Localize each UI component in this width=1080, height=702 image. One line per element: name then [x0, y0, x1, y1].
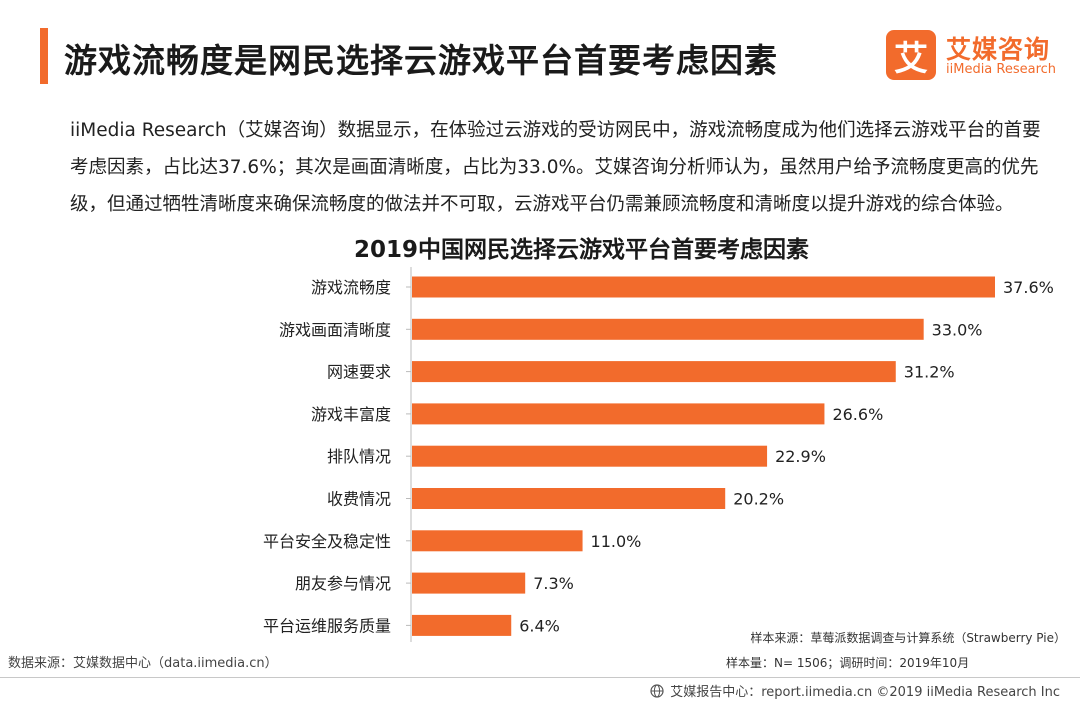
category-label: 游戏流畅度: [311, 278, 391, 297]
value-label: 6.4%: [519, 616, 560, 635]
chart-title: 2019中国网民选择云游戏平台首要考虑因素: [354, 237, 810, 263]
category-label: 排队情况: [327, 447, 391, 466]
category-label: 平台运维服务质量: [263, 616, 391, 635]
brand-logo: 艾 艾媒咨询 iiMedia Research: [886, 28, 1066, 84]
bar: [412, 530, 583, 552]
logo-subtitle: iiMedia Research: [946, 62, 1057, 77]
value-label: 20.2%: [733, 490, 784, 509]
category-label: 收费情况: [327, 490, 391, 509]
value-label: 22.9%: [775, 447, 826, 466]
category-label: 网速要求: [327, 363, 391, 382]
title-accent-bar: [40, 28, 48, 84]
bar: [412, 572, 526, 594]
data-source: 数据来源：艾媒数据中心（data.iimedia.cn）: [8, 656, 278, 671]
description-paragraph: iiMedia Research（艾媒咨询）数据显示，在体验过云游戏的受访网民中…: [70, 120, 1041, 215]
bar: [412, 276, 995, 298]
bar: [412, 403, 825, 425]
footer-text: 艾媒报告中心：report.iimedia.cn ©2019 iiMedia R…: [670, 685, 1060, 700]
bar: [412, 614, 512, 636]
category-label: 游戏画面清晰度: [279, 320, 391, 339]
bar: [412, 361, 896, 383]
category-label: 平台安全及稳定性: [263, 532, 391, 551]
bar: [412, 445, 768, 467]
footer-divider: [0, 677, 1080, 678]
bar: [412, 318, 924, 340]
value-label: 31.2%: [904, 363, 955, 382]
value-label: 7.3%: [533, 574, 574, 593]
value-label: 26.6%: [832, 405, 883, 424]
value-label: 11.0%: [591, 532, 642, 551]
logo-name: 艾媒咨询: [946, 35, 1051, 64]
page-title: 游戏流畅度是网民选择云游戏平台首要考虑因素: [64, 41, 778, 80]
sample-source: 样本来源：草莓派数据调查与计算系统（Strawberry Pie）: [750, 631, 1066, 645]
logo-mark-icon: 艾: [886, 30, 936, 80]
bar: [412, 488, 726, 509]
footer: 艾媒报告中心：report.iimedia.cn ©2019 iiMedia R…: [650, 681, 1060, 700]
globe-icon: [650, 683, 664, 698]
category-label: 朋友参与情况: [295, 574, 391, 593]
sample-size: 样本量：N= 1506；调研时间：2019年10月: [726, 656, 970, 670]
category-label: 游戏丰富度: [311, 405, 391, 424]
bar-chart: 游戏流畅度 37.6% 游戏画面清晰度 33.0% 网速要求 31.2% 游戏丰富度 26.6…: [263, 267, 1054, 642]
value-label: 37.6%: [1003, 278, 1054, 297]
value-label: 33.0%: [932, 320, 983, 339]
